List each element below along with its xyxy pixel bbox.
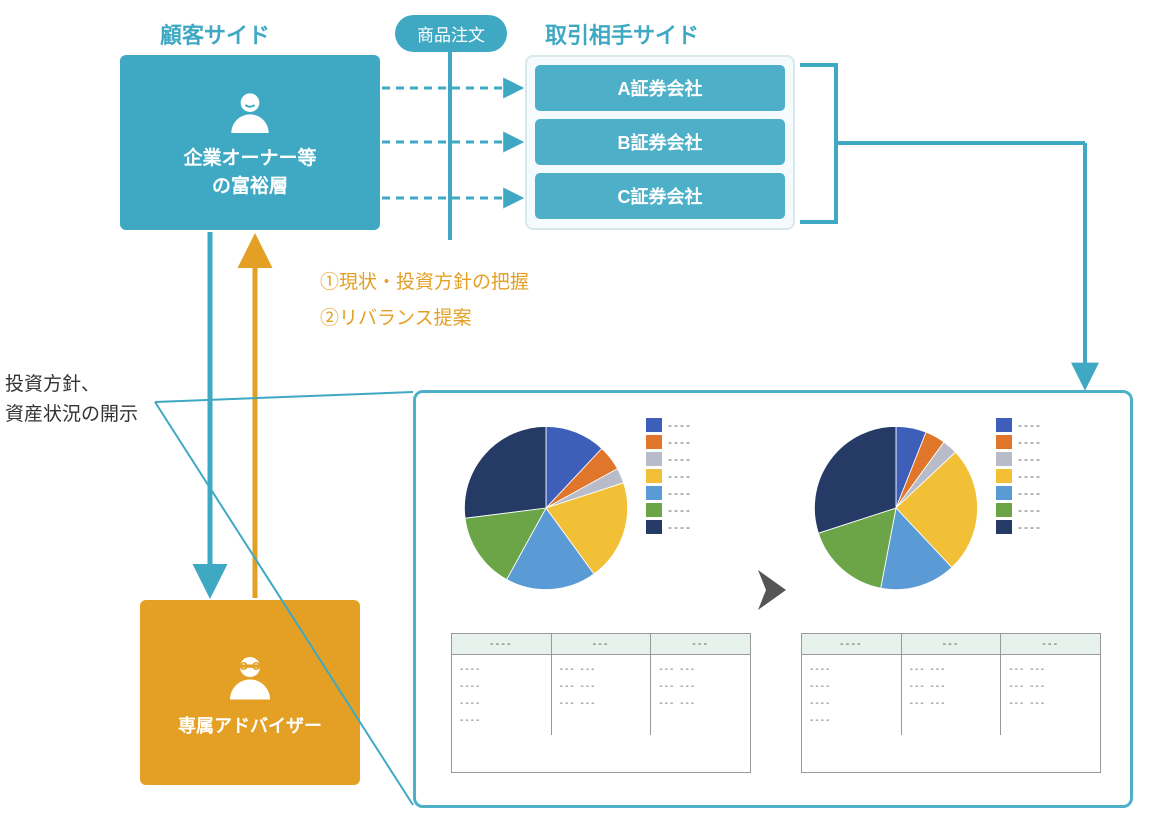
table-header-cell: --- xyxy=(1001,634,1100,655)
legend-text: ---- xyxy=(1018,503,1042,517)
broker-a: A証券会社 xyxy=(535,65,785,111)
table-body-cell: --- ------ ------ --- xyxy=(651,655,750,735)
legend-text: ---- xyxy=(1018,520,1042,534)
broker-b: B証券会社 xyxy=(535,119,785,165)
table-header-cell: ---- xyxy=(802,634,902,655)
legend-row: ---- xyxy=(646,503,692,517)
legend-row: ---- xyxy=(996,520,1042,534)
mini-table-left: ----------------------------- ------ ---… xyxy=(451,633,751,773)
broker-c: C証券会社 xyxy=(535,173,785,219)
legend-swatch xyxy=(996,418,1012,432)
legend-text: ---- xyxy=(668,452,692,466)
legend-swatch xyxy=(996,486,1012,500)
disclosure-1: 投資方針、 xyxy=(5,370,138,400)
legend-row: ---- xyxy=(646,520,692,534)
table-body-cell: ---------------- xyxy=(452,655,552,735)
table-body-cell: --- ------ ------ --- xyxy=(1001,655,1100,735)
legend-text: ---- xyxy=(668,520,692,534)
table-header-cell: --- xyxy=(651,634,750,655)
customer-box: 企業オーナー等 の富裕層 xyxy=(120,55,380,230)
legend-row: ---- xyxy=(646,486,692,500)
legend-swatch xyxy=(646,452,662,466)
advisor-box: 専属アドバイザー xyxy=(140,600,360,785)
table-header-cell: --- xyxy=(902,634,1002,655)
legend-swatch xyxy=(996,435,1012,449)
legend-row: ---- xyxy=(996,418,1042,432)
legend-text: ---- xyxy=(668,435,692,449)
pie-chart-left xyxy=(461,423,631,598)
table-body-cell: ---------------- xyxy=(802,655,902,735)
transition-arrow-icon xyxy=(756,568,790,617)
legend-row: ---- xyxy=(996,435,1042,449)
legend-swatch xyxy=(646,418,662,432)
legend-text: ---- xyxy=(1018,452,1042,466)
legend-text: ---- xyxy=(668,503,692,517)
legend-row: ---- xyxy=(996,486,1042,500)
advisor-icon xyxy=(220,647,280,712)
legend-text: ---- xyxy=(668,469,692,483)
customer-icon xyxy=(222,84,278,145)
mini-table-right: ----------------------------- ------ ---… xyxy=(801,633,1101,773)
order-badge: 商品注文 xyxy=(395,15,507,52)
legend-swatch xyxy=(996,520,1012,534)
legend-text: ---- xyxy=(1018,469,1042,483)
legend-swatch xyxy=(646,503,662,517)
legend-swatch xyxy=(646,435,662,449)
table-header-cell: --- xyxy=(552,634,652,655)
table-body-cell: --- ------ ------ --- xyxy=(552,655,652,735)
legend-row: ---- xyxy=(646,435,692,449)
dashboard-panel: ---------------------------- -----------… xyxy=(413,390,1133,808)
legend-left: ---- ---- ---- ---- ---- ---- ---- xyxy=(646,418,692,537)
annotation-1: ①現状・投資方針の把握 xyxy=(320,265,529,301)
advisor-label: 専属アドバイザー xyxy=(178,712,322,738)
annotation-2: ②リバランス提案 xyxy=(320,301,529,337)
legend-text: ---- xyxy=(1018,486,1042,500)
annotation-block: ①現状・投資方針の把握 ②リバランス提案 xyxy=(320,265,529,337)
legend-row: ---- xyxy=(996,452,1042,466)
customer-side-header: 顧客サイド xyxy=(160,18,270,50)
table-header-cell: ---- xyxy=(452,634,552,655)
legend-text: ---- xyxy=(668,418,692,432)
legend-row: ---- xyxy=(646,469,692,483)
table-body-cell: --- ------ ------ --- xyxy=(902,655,1002,735)
customer-label-1: 企業オーナー等 xyxy=(183,145,316,174)
counterparty-side-header: 取引相手サイド xyxy=(545,18,699,50)
legend-row: ---- xyxy=(996,503,1042,517)
legend-row: ---- xyxy=(996,469,1042,483)
legend-right: ---- ---- ---- ---- ---- ---- ---- xyxy=(996,418,1042,537)
disclosure-label: 投資方針、 資産状況の開示 xyxy=(5,370,138,431)
broker-group: A証券会社 B証券会社 C証券会社 xyxy=(525,55,795,230)
pie-chart-right xyxy=(811,423,981,598)
legend-row: ---- xyxy=(646,418,692,432)
customer-label-2: の富裕層 xyxy=(183,173,316,202)
disclosure-2: 資産状況の開示 xyxy=(5,400,138,430)
legend-swatch xyxy=(646,469,662,483)
legend-text: ---- xyxy=(1018,435,1042,449)
legend-swatch xyxy=(646,520,662,534)
legend-text: ---- xyxy=(1018,418,1042,432)
legend-swatch xyxy=(646,486,662,500)
legend-swatch xyxy=(996,469,1012,483)
legend-swatch xyxy=(996,452,1012,466)
legend-text: ---- xyxy=(668,486,692,500)
legend-row: ---- xyxy=(646,452,692,466)
legend-swatch xyxy=(996,503,1012,517)
